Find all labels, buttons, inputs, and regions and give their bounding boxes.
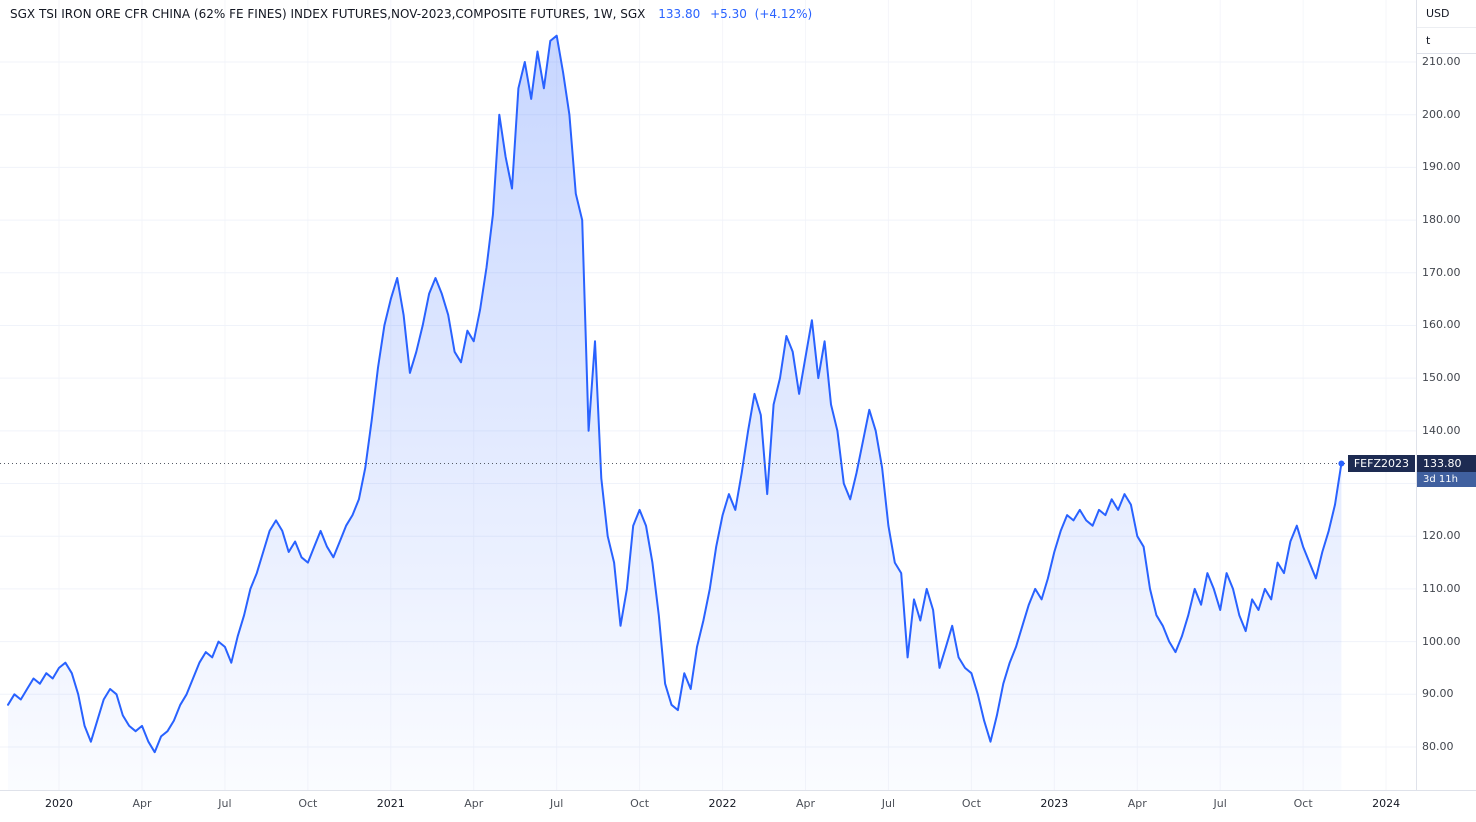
price-tick-label: 90.00 xyxy=(1422,687,1454,701)
legend-change-pct: (+4.12%) xyxy=(754,7,813,21)
unit-toggle-button[interactable]: t xyxy=(1417,27,1476,53)
time-tick-label: Oct xyxy=(1293,797,1313,810)
time-tick-label: Oct xyxy=(961,797,981,810)
ticker-price-flag: FEFZ2023 xyxy=(1347,454,1415,472)
time-tick-label: Oct xyxy=(298,797,318,810)
time-tick-label: Jul xyxy=(218,797,232,810)
price-tick-label: 180.00 xyxy=(1422,213,1461,227)
time-tick-label: Jul xyxy=(1213,797,1227,810)
time-axis[interactable]: 2020 Apr Jul Oct 2021 Apr Jul Oct 2022 Apr Jul Oct 2… xyxy=(0,790,1476,822)
price-tick-label: 100.00 xyxy=(1422,634,1461,648)
last-point-dot xyxy=(1338,460,1345,467)
price-axis-flag: 133.80 xyxy=(1417,454,1476,472)
price-tick-label: 120.00 xyxy=(1422,529,1461,543)
price-tick-label: 190.00 xyxy=(1422,160,1461,174)
price-tick-label: 200.00 xyxy=(1422,107,1461,121)
price-tick-label: 150.00 xyxy=(1422,371,1461,385)
time-tick-label: 2024 xyxy=(1372,797,1401,810)
price-scale-toggle: USD t xyxy=(1416,0,1476,54)
time-tick-label: Jul xyxy=(550,797,564,810)
area-fill xyxy=(8,35,1342,790)
time-tick-label: Apr xyxy=(1127,797,1147,810)
time-tick-label: Oct xyxy=(630,797,650,810)
price-tick-label: 170.00 xyxy=(1422,265,1461,279)
price-tick-label: 210.00 xyxy=(1422,55,1461,68)
price-tick-label: 160.00 xyxy=(1422,318,1461,332)
bar-countdown-flag: 3d 11h xyxy=(1417,471,1476,487)
time-tick-label: 2021 xyxy=(376,797,405,810)
legend-last-price: 133.80 xyxy=(658,7,701,21)
price-axis[interactable]: 80.0090.00100.00110.00120.00130.00140.00… xyxy=(1416,0,1476,790)
time-tick-label: 2023 xyxy=(1040,797,1069,810)
time-tick-label: Jul xyxy=(881,797,896,810)
legend-change: +5.30 xyxy=(710,7,747,21)
price-line-series xyxy=(7,34,1343,754)
price-tick-label: 140.00 xyxy=(1422,423,1461,437)
time-tick-label: Apr xyxy=(132,797,152,810)
currency-toggle-button[interactable]: USD xyxy=(1426,7,1450,20)
price-tick-label: 110.00 xyxy=(1422,581,1461,595)
time-tick-label: 2022 xyxy=(708,797,737,810)
chart-legend: SGX TSI IRON ORE CFR CHINA (62% FE FINES… xyxy=(10,7,812,21)
time-tick-label: Apr xyxy=(795,797,816,810)
time-tick-label: 2020 xyxy=(45,797,74,810)
time-tick-label: Apr xyxy=(464,797,484,810)
price-tick-label: 80.00 xyxy=(1422,739,1454,753)
symbol-title[interactable]: SGX TSI IRON ORE CFR CHINA (62% FE FINES… xyxy=(10,7,646,21)
